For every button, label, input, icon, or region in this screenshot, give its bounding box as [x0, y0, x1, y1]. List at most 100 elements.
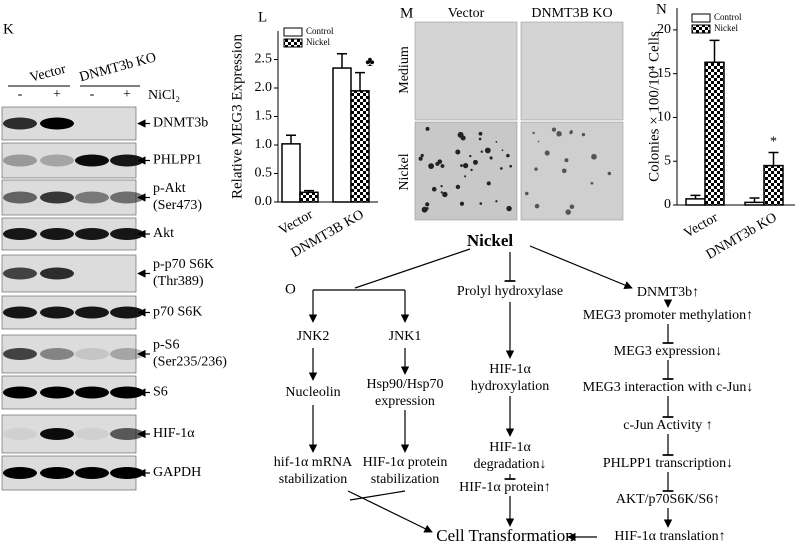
colony: [581, 132, 586, 137]
blot-label: p-S6: [153, 338, 179, 353]
colony: [470, 168, 473, 172]
lane-label: +: [123, 87, 131, 102]
error-bar: [355, 71, 365, 91]
blot-label: p-p70 S6K: [153, 257, 214, 272]
blot-band: [40, 117, 74, 130]
group-label: Vector: [28, 62, 68, 86]
legend-label: Control: [714, 12, 742, 22]
blot-label: (Thr389): [153, 274, 204, 289]
colony: [478, 131, 483, 136]
blot-band: [110, 428, 144, 440]
blot-band: [40, 191, 74, 204]
error-bar: [304, 189, 314, 193]
colony: [564, 158, 569, 163]
diagram-node: HIF-1α: [489, 362, 531, 377]
blot-label: HIF-1α: [153, 426, 195, 441]
diagram-node: Prolyl hydroxylase: [457, 284, 563, 299]
diagram-node: HIF-1α protein: [363, 455, 448, 470]
bar: [281, 143, 301, 203]
column-label: DNMT3B KO: [531, 6, 612, 21]
y-tick-label: 0: [664, 197, 671, 212]
diagram-node: PHLPP1 transcription↓: [603, 456, 733, 471]
blot-band: [75, 386, 109, 399]
colony: [607, 171, 612, 176]
row-label: Medium: [397, 46, 412, 94]
diagram-node: HIF-1α protein↑: [459, 480, 551, 495]
y-tick-label: 2.5: [255, 52, 273, 67]
blot-band: [75, 306, 109, 319]
micrograph: [520, 121, 624, 221]
y-tick-label: 20: [657, 22, 671, 37]
blot-label: GAPDH: [153, 465, 201, 480]
bar: [763, 164, 784, 206]
colony: [420, 153, 424, 158]
row-label: Nickel: [397, 153, 412, 190]
diagram-node: hif-1α mRNA: [274, 455, 353, 470]
colony: [506, 153, 510, 158]
blot-band: [110, 306, 144, 319]
micrograph: [414, 121, 518, 221]
legend-swatch: [283, 27, 303, 37]
y-axis-label: Relative MEG3 Expression: [229, 34, 245, 199]
y-tick-label: 2.0: [255, 80, 273, 95]
annotation: ♣: [365, 55, 374, 70]
colony: [565, 209, 571, 215]
blot-band: [40, 428, 74, 440]
error-bar: [749, 197, 760, 203]
diagram-node: expression: [375, 394, 435, 409]
treatment-label: NiCl₂: [148, 88, 180, 103]
blot-label: PHLPP1: [153, 153, 202, 168]
micrograph: [414, 21, 518, 121]
panel-label: N: [656, 1, 667, 17]
blot-band: [75, 467, 109, 479]
colony: [455, 149, 461, 155]
panel-label: L: [258, 9, 267, 25]
colony: [569, 131, 573, 135]
diagram-node: stabilization: [371, 472, 439, 487]
blot-band: [110, 467, 144, 479]
colony: [480, 150, 483, 153]
legend-swatch: [691, 13, 711, 23]
blot-band: [3, 428, 37, 440]
colony: [426, 207, 429, 210]
arrow: [529, 245, 633, 290]
y-tick-label: 0.0: [255, 194, 273, 209]
legend-label: Nickel: [714, 23, 738, 33]
x-tick-label: Vector: [681, 210, 720, 241]
blot-band: [3, 117, 37, 130]
colony: [442, 191, 448, 198]
colony: [460, 164, 463, 168]
blot-band: [3, 306, 37, 319]
blot-label: p70 S6K: [153, 305, 202, 320]
colony: [469, 154, 472, 158]
colony: [464, 175, 467, 178]
blot-band: [75, 228, 109, 240]
group-label: DNMT3b KO: [78, 50, 158, 85]
diagram-node: Nucleolin: [285, 385, 340, 400]
blot-label: S6: [153, 385, 168, 400]
blot-label: Akt: [153, 226, 174, 241]
blot-band: [110, 191, 144, 204]
diagram-node: MEG3 expression↓: [614, 344, 723, 359]
colony: [532, 131, 535, 135]
blot-band: [75, 154, 109, 167]
blot-band: [75, 428, 109, 440]
colony: [495, 140, 498, 143]
bar: [332, 67, 352, 203]
colony: [486, 181, 491, 186]
colony: [425, 126, 430, 131]
colony: [489, 156, 493, 160]
blot-band: [75, 191, 109, 204]
colony: [462, 162, 469, 169]
error-bar: [690, 194, 701, 199]
colony: [590, 181, 594, 185]
colony: [509, 164, 512, 168]
diagram-node: c-Jun Activity ↑: [623, 418, 712, 433]
y-tick-label: 5: [664, 153, 671, 168]
colony: [591, 153, 597, 160]
blot-band: [3, 348, 37, 360]
blot-band: [75, 348, 109, 360]
column-label: Vector: [448, 6, 485, 21]
